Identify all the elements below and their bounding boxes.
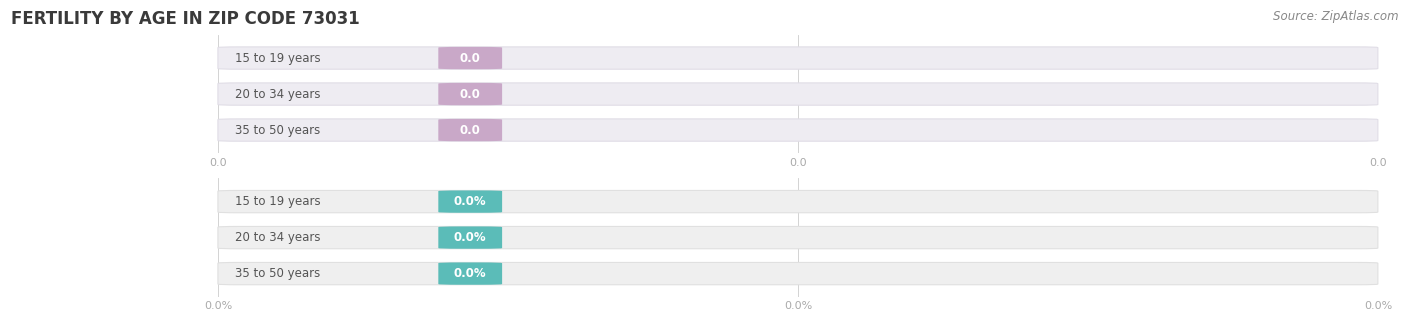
FancyBboxPatch shape xyxy=(439,226,502,249)
FancyBboxPatch shape xyxy=(218,226,1378,249)
FancyBboxPatch shape xyxy=(439,83,502,105)
Text: 20 to 34 years: 20 to 34 years xyxy=(235,87,321,101)
Text: 15 to 19 years: 15 to 19 years xyxy=(235,51,321,65)
Text: 20 to 34 years: 20 to 34 years xyxy=(235,231,321,244)
Text: 0.0%: 0.0% xyxy=(454,267,486,280)
FancyBboxPatch shape xyxy=(218,83,1378,105)
Text: Source: ZipAtlas.com: Source: ZipAtlas.com xyxy=(1274,10,1399,23)
Text: 35 to 50 years: 35 to 50 years xyxy=(235,123,321,137)
Text: 0.0%: 0.0% xyxy=(454,195,486,208)
Text: 0.0%: 0.0% xyxy=(454,231,486,244)
Text: 0.0: 0.0 xyxy=(460,123,481,137)
FancyBboxPatch shape xyxy=(439,262,502,285)
Text: FERTILITY BY AGE IN ZIP CODE 73031: FERTILITY BY AGE IN ZIP CODE 73031 xyxy=(11,10,360,28)
FancyBboxPatch shape xyxy=(218,47,1378,69)
Text: 0.0: 0.0 xyxy=(460,87,481,101)
Text: 15 to 19 years: 15 to 19 years xyxy=(235,195,321,208)
FancyBboxPatch shape xyxy=(439,119,502,141)
Text: 35 to 50 years: 35 to 50 years xyxy=(235,267,321,280)
FancyBboxPatch shape xyxy=(439,47,502,69)
FancyBboxPatch shape xyxy=(218,262,1378,285)
FancyBboxPatch shape xyxy=(218,119,1378,141)
Text: 0.0: 0.0 xyxy=(460,51,481,65)
FancyBboxPatch shape xyxy=(218,190,1378,213)
FancyBboxPatch shape xyxy=(439,190,502,213)
